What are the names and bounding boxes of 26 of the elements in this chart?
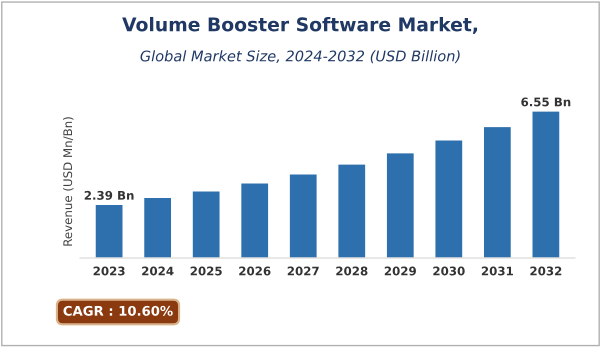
x-tick-label: 2031	[482, 266, 513, 276]
data-label: 2.39 Bn	[84, 190, 134, 200]
x-tick-label: 2024	[142, 266, 174, 276]
x-tick-label: 2030	[433, 266, 465, 276]
bar	[142, 196, 172, 258]
x-tick-label: 2027	[288, 266, 319, 276]
x-tick-label: 2026	[239, 266, 270, 276]
bar	[531, 110, 561, 258]
chart-title: Volume Booster Software Market,	[122, 16, 478, 34]
x-tick-label: 2032	[530, 266, 562, 276]
chart-subtitle: Global Market Size, 2024-2032 (USD Billion)	[140, 50, 460, 64]
bar	[434, 139, 464, 258]
bar	[240, 182, 270, 258]
data-label: 6.55 Bn	[521, 97, 570, 106]
bar	[336, 163, 367, 258]
x-tick-label: 2023	[94, 266, 125, 276]
bar	[288, 173, 318, 258]
bar	[94, 204, 124, 258]
bar	[482, 126, 512, 258]
x-tick-label: 2028	[336, 266, 368, 276]
x-tick-label: 2029	[384, 266, 416, 276]
text: CAGR : 10.60%	[64, 306, 173, 316]
x-tick-label: 2025	[190, 266, 222, 276]
y-axis-title: Revenue (USD Mn/Bn)	[63, 117, 74, 246]
bar	[386, 152, 416, 258]
bar	[191, 190, 221, 258]
